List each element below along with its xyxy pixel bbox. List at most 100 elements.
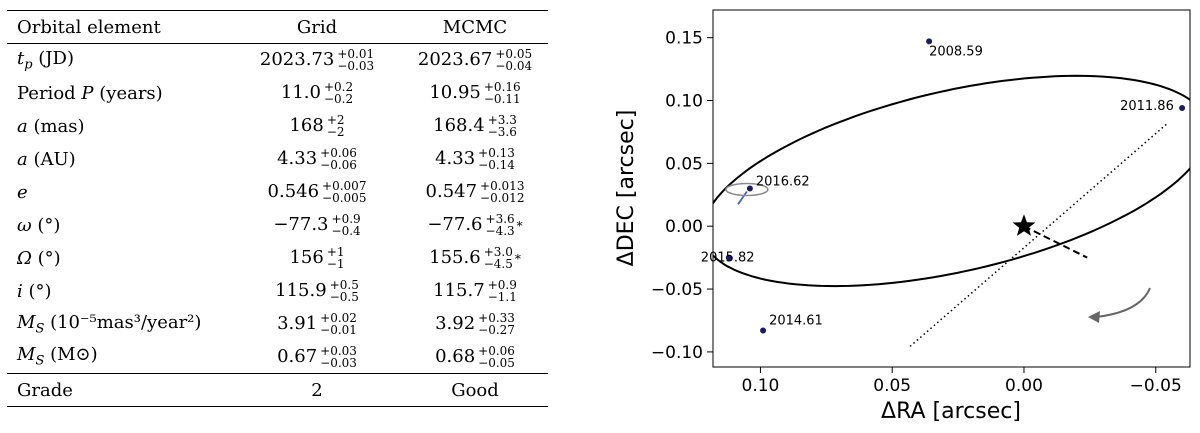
mcmc-minus: −0.11 xyxy=(483,92,521,106)
table-row: tp (JD) 2023.73 +0.01 −0.03 2023.67 +0.05 −0.0… xyxy=(7,44,548,77)
mcmc-value-group: 0.68 +0.06 −0.05 xyxy=(435,345,515,370)
header-grid: Grid xyxy=(296,16,338,38)
table-row: Ω (°) 156 +1 −1 155.6 +3.0 −4.5 * xyxy=(7,242,548,275)
x-tick-label: 0.00 xyxy=(1005,376,1043,396)
epoch-label: 2014.61 xyxy=(769,314,823,329)
grid-uncertainty: +0.9 −0.4 xyxy=(332,213,361,237)
row-label: MS (10⁻⁵mas³/year²) xyxy=(17,311,202,337)
mcmc-flag: * xyxy=(514,252,521,266)
grid-minus: −0.2 xyxy=(323,92,354,106)
row-label: e xyxy=(17,181,28,203)
grid-plus: +0.06 xyxy=(320,146,357,160)
mcmc-value: −77.6 xyxy=(427,214,483,235)
mcmc-cell: 10.95 +0.16 −0.11 xyxy=(392,77,548,110)
grid-value: 2023.73 xyxy=(259,49,335,71)
grid-value-group: −77.3 +0.9 −0.4 xyxy=(273,213,361,237)
grid-uncertainty: +0.06 −0.06 xyxy=(320,147,357,171)
mcmc-minus: −0.14 xyxy=(478,158,515,172)
mcmc-plus: +3.6 xyxy=(485,212,515,226)
epoch-point xyxy=(760,327,767,334)
row-label: i (°) xyxy=(17,280,52,302)
grid-plus: +2 xyxy=(326,113,345,127)
axes-frame xyxy=(712,9,1191,368)
mcmc-cell: 2023.67 +0.05 −0.04 xyxy=(392,44,548,77)
mcmc-cell: −77.6 +3.6 −4.3 * xyxy=(392,209,548,242)
grid-plus: +1 xyxy=(326,245,345,259)
orbital-elements-table-panel: Orbital element Grid MCMC tp (JD) 2023.73… xyxy=(0,0,560,433)
epoch-point xyxy=(746,185,753,192)
grid-uncertainty: +0.02 −0.01 xyxy=(320,312,357,336)
mcmc-minus: −4.5 xyxy=(483,257,513,271)
mcmc-value-group: −77.6 +3.6 −4.3 * xyxy=(427,212,523,237)
mcmc-value: 155.6 xyxy=(429,247,481,268)
mcmc-cell: 4.33 +0.13 −0.14 xyxy=(392,143,548,176)
star-marker xyxy=(1012,214,1036,236)
table-row: a (mas) 168 +2 −2 168.4 +3.3 −3.6 xyxy=(7,110,548,143)
mcmc-plus: +0.05 xyxy=(495,47,533,62)
grid-plus: +0.007 xyxy=(322,179,367,193)
row-label: a (mas) xyxy=(17,115,85,137)
y-tick-label: −0.10 xyxy=(651,343,703,363)
table-footer-row: Grade 2 Good xyxy=(7,373,548,407)
grid-cell: 156 +1 −1 xyxy=(232,242,392,275)
table-row: Period P (years) 11.0 +0.2 −0.2 10.95 +0.16 −0… xyxy=(7,77,548,110)
grid-minus: −1 xyxy=(326,257,345,271)
grid-cell: 2023.73 +0.01 −0.03 xyxy=(232,44,392,77)
epoch-label: 2008.59 xyxy=(929,44,983,59)
mcmc-plus: +0.16 xyxy=(483,80,521,94)
y-tick-label: 0.15 xyxy=(665,29,703,49)
grid-cell: −77.3 +0.9 −0.4 xyxy=(232,209,392,242)
grid-uncertainty: +1 −1 xyxy=(327,246,345,270)
table-row: ω (°) −77.3 +0.9 −0.4 −77.6 +3.6 −4.3 * xyxy=(7,209,548,242)
error-ellipse xyxy=(725,182,769,197)
grid-value-group: 0.546 +0.007 −0.005 xyxy=(267,179,367,205)
grid-uncertainty: +0.5 −0.5 xyxy=(330,279,359,303)
mcmc-minus: −0.27 xyxy=(478,323,515,337)
y-axis-label: ΔDEC [arcsec] xyxy=(614,110,639,267)
table-row: i (°) 115.9 +0.5 −0.5 115.7 +0.9 −1.1 xyxy=(7,275,548,308)
epoch-label: 2011.86 xyxy=(1120,99,1174,114)
row-label: ω (°) xyxy=(17,214,61,236)
mcmc-plus: +3.3 xyxy=(487,113,517,127)
mcmc-plus: +0.013 xyxy=(480,179,525,193)
mcmc-value-group: 10.95 +0.16 −0.11 xyxy=(429,81,521,105)
grid-cell: 0.67 +0.03 −0.03 xyxy=(232,341,392,374)
grid-minus: −0.03 xyxy=(337,59,375,74)
header-mcmc: MCMC xyxy=(442,16,508,38)
grid-cell: 3.91 +0.02 −0.01 xyxy=(232,308,392,341)
grid-value: 3.91 xyxy=(277,313,318,334)
mcmc-value: 168.4 xyxy=(433,115,485,136)
mcmc-cell: 0.547 +0.013 −0.012 xyxy=(392,176,548,209)
epoch-point xyxy=(725,254,732,261)
grid-value: 11.0 xyxy=(280,82,321,103)
grid-value-group: 2023.73 +0.01 −0.03 xyxy=(259,48,374,72)
grid-cell: 0.546 +0.007 −0.005 xyxy=(232,176,392,209)
grid-value: 0.67 xyxy=(277,345,318,367)
mcmc-value-group: 0.547 +0.013 −0.012 xyxy=(426,179,525,204)
grid-value-group: 115.9 +0.5 −0.5 xyxy=(275,279,359,303)
mcmc-cell: 155.6 +3.0 −4.5 * xyxy=(392,242,548,275)
orbit-ellipse xyxy=(713,74,1190,288)
table-header-row: Orbital element Grid MCMC xyxy=(7,10,548,44)
row-label: MS (M⊙) xyxy=(17,344,98,370)
row-label: Period P (years) xyxy=(17,82,163,104)
mcmc-value: 3.92 xyxy=(435,313,476,334)
grid-plus: +0.03 xyxy=(320,343,357,358)
grid-minus: −0.5 xyxy=(329,290,359,304)
grid-uncertainty: +0.01 −0.03 xyxy=(337,48,374,72)
table-row: MS (M⊙) 0.67 +0.03 −0.03 0.68 +0.06 −0.05 xyxy=(7,341,548,374)
grid-minus: −0.4 xyxy=(331,224,361,238)
table-row: e 0.546 +0.007 −0.005 0.547 +0.013 −0.012 xyxy=(7,176,548,209)
mcmc-minus: −0.05 xyxy=(478,355,515,370)
grid-value: 0.546 xyxy=(267,181,320,202)
grid-value-group: 0.67 +0.03 −0.03 xyxy=(277,343,357,369)
mcmc-flag: * xyxy=(516,219,523,233)
mcmc-uncertainty: +0.16 −0.11 xyxy=(484,81,521,105)
x-tick-label: −0.05 xyxy=(1130,376,1182,396)
orbit-direction-arrow xyxy=(1088,287,1151,323)
mcmc-uncertainty: +0.05 −0.04 xyxy=(495,48,532,72)
footer-mcmc: Good xyxy=(451,379,499,401)
grid-minus: −0.005 xyxy=(322,191,367,205)
mcmc-minus: −3.6 xyxy=(487,125,517,139)
x-tick-label: 0.10 xyxy=(742,376,780,396)
